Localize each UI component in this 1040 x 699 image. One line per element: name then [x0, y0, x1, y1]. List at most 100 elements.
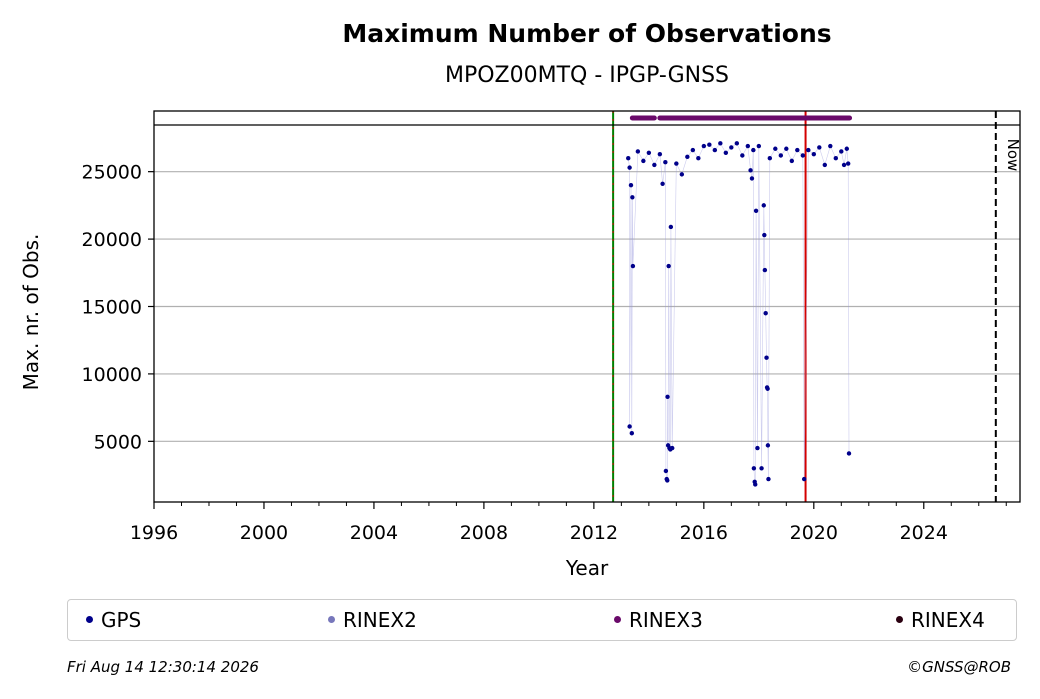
gps-series: [626, 141, 852, 487]
x-tick-label: 2024: [900, 522, 948, 544]
gps-point: [641, 158, 646, 164]
gps-point: [753, 208, 759, 213]
legend-label-rinex3: RINEX3: [629, 608, 703, 632]
x-tick-label: 2020: [790, 522, 838, 544]
timestamp: Fri Aug 14 12:30:14 2026: [67, 658, 259, 676]
gps-point: [734, 141, 740, 146]
chart-title: Maximum Number of Observations: [342, 19, 831, 48]
x-tick-label: 2004: [350, 522, 398, 544]
gps-point: [629, 431, 635, 436]
y-tick-label: 25000: [82, 162, 142, 184]
gps-point: [800, 153, 806, 158]
gps-point: [626, 155, 631, 161]
x-axis: 1996 2000 2004 2008 2012 2016 2020 2024: [130, 502, 1007, 544]
gps-point: [652, 162, 657, 168]
gps-point: [748, 168, 753, 173]
credit: ©GNSS@ROB: [907, 658, 1011, 676]
gps-point: [845, 161, 851, 166]
chart-subtitle: MPOZ00MTQ - IPGP-GNSS: [445, 63, 729, 88]
gps-point: [759, 466, 764, 471]
legend-label-gps: GPS: [101, 608, 142, 632]
y-axis-label: Max. nr. of Obs.: [19, 234, 43, 391]
gps-point: [789, 158, 795, 164]
gps-point: [701, 143, 707, 149]
legend-label-rinex2: RINEX2: [343, 608, 417, 632]
gps-point: [665, 394, 670, 400]
gps-point: [663, 468, 669, 474]
gps-point: [822, 162, 828, 168]
gps-connector-lines: [627, 142, 850, 485]
legend: GPS RINEX2 RINEX3 RINEX4: [67, 599, 1017, 641]
legend-item-rinex2: RINEX2: [328, 608, 417, 632]
gps-point: [784, 146, 789, 151]
gps-point: [749, 176, 755, 181]
gps-point: [679, 172, 685, 177]
gps-point: [766, 476, 771, 482]
gps-point: [773, 146, 778, 151]
now-label: Now: [1004, 139, 1022, 172]
gps-point: [630, 195, 635, 200]
gps-point: [628, 182, 634, 188]
y-tick-label: 15000: [82, 297, 142, 319]
gps-point: [729, 145, 734, 150]
x-tick-label: 1996: [130, 522, 178, 544]
gps-point: [763, 311, 768, 316]
legend-item-rinex4: RINEX4: [896, 608, 985, 632]
y-axis: 5000 10000 15000 20000 25000: [82, 162, 154, 453]
x-tick-label: 2008: [460, 522, 508, 544]
gps-point: [811, 151, 817, 157]
gps-point: [627, 165, 632, 170]
gps-point: [764, 355, 769, 360]
gps-point: [767, 155, 773, 161]
gps-point: [761, 203, 766, 208]
gps-point: [690, 147, 696, 153]
gps-connector: [627, 142, 850, 485]
gps-point: [795, 147, 800, 153]
gps-point: [846, 451, 852, 456]
gps-point: [833, 155, 839, 161]
gps-point: [841, 162, 847, 168]
gps-point: [806, 147, 811, 153]
gps-point: [663, 160, 668, 165]
gps-point: [839, 149, 844, 154]
gps-point: [630, 263, 636, 269]
gps-point: [712, 147, 718, 153]
gps-point: [718, 141, 723, 146]
gps-point: [685, 154, 690, 160]
gridlines: [154, 171, 1020, 442]
reference-lines: [612, 111, 997, 502]
y-tick-label: 10000: [82, 364, 142, 386]
gps-point: [844, 146, 849, 151]
gps-point: [670, 445, 675, 451]
gps-point: [668, 224, 674, 230]
gps-point: [765, 443, 771, 448]
gps-point: [828, 143, 833, 149]
gps-point: [755, 445, 760, 451]
gps-point: [817, 145, 822, 150]
gps-point: [762, 232, 767, 238]
legend-marker-rinex4: [896, 616, 903, 623]
gps-point: [765, 386, 770, 391]
gps-point: [801, 476, 807, 482]
y-tick-label: 5000: [94, 431, 142, 453]
x-tick-label: 2000: [240, 522, 288, 544]
gps-point: [660, 181, 665, 187]
legend-marker-rinex3: [614, 616, 621, 623]
gps-point: [674, 161, 679, 166]
gps-point: [666, 263, 671, 269]
gps-point: [753, 482, 758, 487]
legend-label-rinex4: RINEX4: [911, 608, 985, 632]
gps-point: [627, 424, 632, 429]
gps-point: [657, 151, 663, 157]
gps-point: [762, 267, 768, 273]
gps-point: [756, 143, 762, 149]
y-tick-label: 20000: [82, 229, 142, 251]
legend-item-rinex3: RINEX3: [614, 608, 703, 632]
legend-marker-rinex2: [328, 616, 335, 623]
gps-point: [707, 142, 712, 147]
gps-point: [665, 478, 670, 483]
x-axis-label: Year: [565, 556, 609, 580]
gps-point: [635, 149, 641, 154]
gps-point: [696, 155, 701, 161]
